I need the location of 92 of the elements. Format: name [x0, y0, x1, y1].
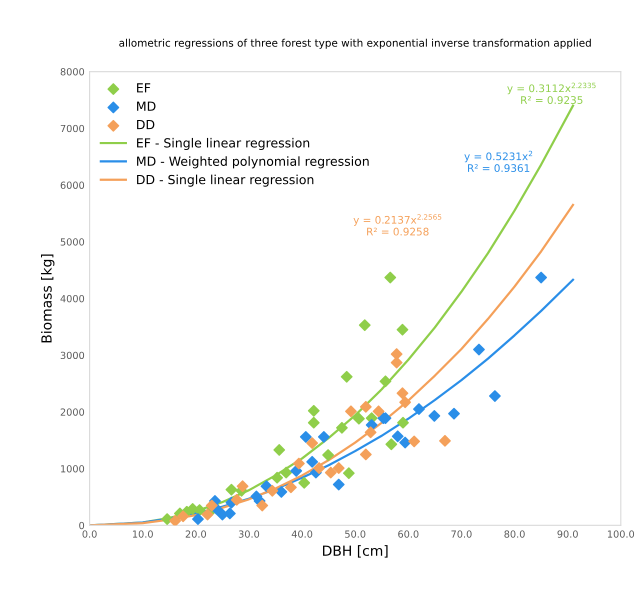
point — [473, 344, 485, 356]
point — [448, 408, 460, 420]
x-tick-label: 40.0 — [292, 530, 312, 538]
y-tick-label: 0 — [79, 522, 84, 530]
point — [306, 437, 318, 450]
point — [332, 478, 345, 490]
point — [397, 416, 409, 429]
point — [396, 324, 408, 336]
point — [169, 514, 182, 526]
point — [399, 396, 412, 408]
point — [428, 410, 440, 422]
point — [408, 436, 420, 448]
point — [396, 387, 408, 400]
point — [336, 422, 348, 434]
point — [308, 416, 320, 429]
x-axis-title: DBH [cm] — [323, 545, 388, 558]
point — [489, 390, 501, 402]
annotation: y = 0.2137x$^{2.2565}$ R² = 0.9258 — [353, 214, 442, 236]
point — [313, 462, 325, 474]
legend-label: EF — [137, 83, 150, 92]
y-tick-label: 7000 — [60, 124, 84, 132]
x-tick-label: 100.0 — [608, 530, 634, 538]
annotation: y = 0.3112x$^{2.2335}$ R² = 0.9235 — [507, 82, 596, 104]
x-tick-label: 70.0 — [451, 530, 472, 538]
point — [413, 403, 425, 415]
point — [390, 356, 403, 368]
point — [256, 500, 268, 512]
y-tick-label: 2000 — [60, 408, 84, 416]
legend-label: MD - Weighted polynomial regression — [137, 156, 369, 168]
y-tick-label: 4000 — [60, 294, 84, 302]
point — [161, 513, 174, 526]
x-tick-label: 90.0 — [557, 530, 578, 538]
point — [290, 465, 302, 477]
point — [275, 486, 288, 498]
point — [285, 481, 297, 494]
y-tick-label: 3000 — [60, 352, 84, 360]
point — [535, 272, 548, 284]
x-tick-label: 30.0 — [238, 530, 260, 538]
point — [266, 484, 278, 497]
y-tick-label: 8000 — [60, 68, 84, 76]
y-tick-label: 6000 — [60, 182, 84, 189]
annotation: y = 0.5231x$^{2}$ R² = 0.9361 — [464, 150, 532, 172]
legend-label: MD — [137, 102, 156, 111]
point — [358, 319, 371, 332]
y-axis-title: Biomass [kg] — [41, 254, 54, 342]
point — [300, 430, 312, 443]
point — [322, 449, 334, 461]
point — [360, 400, 372, 413]
point — [390, 348, 403, 360]
point — [236, 480, 248, 492]
y-tick-label: 5000 — [60, 238, 84, 246]
line-series — [90, 204, 574, 526]
point — [340, 370, 353, 383]
legend-label: EF - Single linear regression — [137, 138, 310, 150]
point — [324, 466, 337, 479]
point — [306, 456, 318, 468]
point — [399, 436, 412, 448]
point — [273, 444, 286, 456]
point — [332, 462, 345, 474]
point — [298, 476, 310, 489]
x-tick-label: 60.0 — [398, 530, 418, 538]
point — [308, 404, 320, 417]
point — [177, 510, 189, 522]
point — [392, 430, 404, 442]
x-tick-label: 80.0 — [504, 530, 525, 538]
point — [372, 405, 384, 418]
point — [206, 500, 218, 512]
point — [271, 472, 284, 484]
legend-label: DD - Single linear regression — [137, 174, 314, 187]
y-tick-label: 1000 — [61, 465, 84, 472]
x-tick-label: 20.0 — [186, 530, 206, 538]
point — [380, 375, 392, 388]
point — [192, 513, 204, 526]
point — [202, 508, 214, 520]
point — [364, 426, 376, 438]
point — [360, 448, 372, 460]
point — [280, 466, 292, 479]
point — [342, 467, 355, 480]
point — [318, 430, 330, 443]
legend-label: DD — [137, 120, 154, 130]
point — [345, 405, 357, 418]
x-tick-label: 0.0 — [82, 530, 97, 538]
point — [230, 494, 243, 506]
point — [226, 484, 238, 496]
point — [385, 438, 398, 450]
point — [353, 412, 365, 425]
x-tick-label: 50.0 — [345, 530, 366, 538]
point — [439, 434, 451, 447]
chart-title: allometric regressions of three forest type with exponential inverse transformation applied — [119, 38, 591, 49]
point — [293, 458, 305, 470]
x-tick-label: 10.0 — [132, 530, 153, 538]
point — [384, 272, 396, 284]
